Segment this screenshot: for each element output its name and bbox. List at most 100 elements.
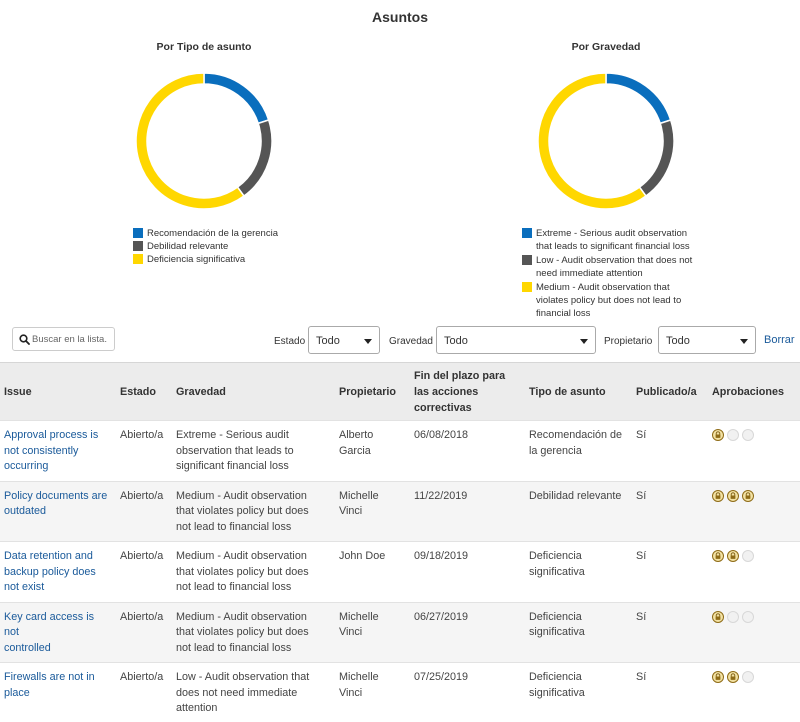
issue-link[interactable]: Firewalls are not in place	[0, 662, 116, 722]
estado-select[interactable]: Todo	[308, 326, 380, 354]
clear-filters-link[interactable]: Borrar	[764, 334, 795, 346]
propietario-cell: Alberto Garcia	[335, 420, 410, 481]
propietario-cell: Michelle Vinci	[335, 601, 410, 663]
publicado-cell: Sí	[632, 420, 708, 481]
approval-lock-icon[interactable]	[727, 671, 739, 683]
table-row[interactable]: Key card access is not controlled Abierto/…	[0, 601, 800, 663]
legend-label: Extreme - Serious audit observation that …	[536, 228, 690, 252]
gravedad-cell: Low - Audit observation that does not nee…	[172, 662, 335, 722]
chevron-down-icon	[580, 339, 588, 344]
column-header-publicado[interactable]: Publicado/a	[632, 362, 708, 421]
deadline-cell: 09/18/2019	[410, 541, 525, 602]
donut-chart-severity	[537, 72, 675, 210]
publicado-cell: Sí	[632, 541, 708, 602]
gravedad-filter-label: Gravedad	[389, 336, 433, 347]
publicado-cell: Sí	[632, 480, 708, 542]
approval-pending-icon[interactable]	[727, 610, 739, 623]
approval-lock-icon[interactable]	[742, 489, 754, 502]
estado-cell: Abierto/a	[116, 420, 172, 481]
issue-link[interactable]: Key card access is not controlled	[0, 601, 116, 663]
approval-lock-icon[interactable]	[712, 550, 724, 562]
approval-pending-icon[interactable]	[742, 429, 754, 441]
legend-label: Debilidad relevante	[147, 241, 229, 252]
legend-swatch	[522, 282, 532, 292]
legend-swatch	[133, 241, 143, 251]
deadline-cell: 07/25/2019	[410, 662, 525, 722]
publicado-cell: Sí	[632, 601, 708, 663]
chevron-down-icon	[364, 339, 372, 344]
column-header-tipo[interactable]: Tipo de asunto	[525, 362, 632, 421]
deadline-cell: 11/22/2019	[410, 480, 525, 542]
gravedad-cell: Extreme - Serious audit observation that …	[172, 420, 335, 481]
propietario-select[interactable]: Todo	[658, 326, 756, 354]
propietario-filter-label: Propietario	[604, 336, 653, 347]
column-header-propietario[interactable]: Propietario	[335, 362, 410, 421]
issue-link[interactable]: Data retention and backup policy does not …	[0, 541, 116, 602]
column-header-aprobaciones[interactable]: Aprobaciones	[708, 362, 800, 421]
approvals-cell	[708, 420, 800, 481]
legend-item[interactable]: Deficiencia significativa	[133, 253, 333, 266]
approvals-cell	[708, 662, 800, 722]
chart-legend: Recomendación de la gerencia Debilidad re…	[133, 227, 333, 266]
gravedad-cell: Medium - Audit observation that violates …	[172, 541, 335, 602]
propietario-cell: Michelle Vinci	[335, 480, 410, 542]
donut-slice[interactable]	[605, 72, 672, 125]
deadline-cell: 06/08/2018	[410, 420, 525, 481]
tipo-cell: Deficiencia significativa	[525, 541, 632, 602]
approval-pending-icon[interactable]	[727, 429, 739, 441]
gravedad-cell: Medium - Audit observation that violates …	[172, 601, 335, 663]
tipo-cell: Recomendación de la gerencia	[525, 420, 632, 481]
approval-pending-icon[interactable]	[742, 671, 754, 683]
legend-swatch	[522, 255, 532, 265]
search-box[interactable]	[12, 327, 115, 351]
approval-lock-icon[interactable]	[727, 489, 739, 502]
estado-cell: Abierto/a	[116, 601, 172, 663]
legend-label: Medium - Audit observation that violates …	[536, 282, 682, 319]
search-input[interactable]	[32, 331, 114, 347]
tipo-cell: Debilidad relevante	[525, 480, 632, 542]
approval-lock-icon[interactable]	[712, 610, 724, 623]
issue-link[interactable]: Approval process is not consistently occur…	[0, 420, 116, 481]
donut-slice[interactable]	[203, 72, 270, 125]
legend-item[interactable]: Recomendación de la gerencia	[133, 227, 333, 240]
approval-pending-icon[interactable]	[742, 610, 754, 623]
legend-item[interactable]: Extreme - Serious audit observation that …	[522, 227, 712, 253]
tipo-cell: Deficiencia significativa	[525, 662, 632, 722]
gravedad-cell: Medium - Audit observation that violates …	[172, 480, 335, 542]
chart-by-severity: Por Gravedad Extreme - Serious audit obs…	[466, 38, 746, 323]
approval-lock-icon[interactable]	[727, 550, 739, 562]
chart-legend: Extreme - Serious audit observation that …	[522, 227, 712, 321]
donut-slice[interactable]	[135, 72, 246, 210]
approval-lock-icon[interactable]	[712, 429, 724, 441]
approval-lock-icon[interactable]	[712, 671, 724, 683]
filter-toolbar: Estado Todo Gravedad Todo Propietario To…	[0, 324, 800, 356]
table-row[interactable]: Data retention and backup policy does not …	[0, 541, 800, 602]
approval-lock-icon[interactable]	[712, 489, 724, 502]
legend-item[interactable]: Low - Audit observation that does not nee…	[522, 254, 712, 280]
table-row[interactable]: Policy documents are outdated Abierto/a Med…	[0, 480, 800, 542]
issue-link[interactable]: Policy documents are outdated	[0, 480, 116, 542]
column-header-gravedad[interactable]: Gravedad	[172, 362, 335, 421]
chart-title: Por Tipo de asunto	[156, 41, 252, 53]
chart-title: Por Gravedad	[571, 41, 641, 53]
table-row[interactable]: Firewalls are not in place Abierto/a Low - …	[0, 662, 800, 722]
donut-slice[interactable]	[638, 119, 675, 198]
table-row[interactable]: Approval process is not consistently occur…	[0, 420, 800, 481]
gravedad-select[interactable]: Todo	[436, 326, 596, 354]
approval-pending-icon[interactable]	[742, 550, 754, 562]
approvals-cell	[708, 601, 800, 663]
legend-item[interactable]: Debilidad relevante	[133, 240, 333, 253]
chart-by-issue-type: Por Tipo de asunto Recomendación de la g…	[64, 38, 344, 323]
estado-select-value: Todo	[316, 335, 340, 347]
approvals-cell	[708, 480, 800, 542]
propietario-cell: Michelle Vinci	[335, 662, 410, 722]
donut-slice[interactable]	[236, 119, 273, 198]
table-header-row: Issue Estado Gravedad Propietario Fin de…	[0, 362, 800, 421]
approvals-cell	[708, 541, 800, 602]
legend-item[interactable]: Medium - Audit observation that violates …	[522, 281, 712, 320]
column-header-issue[interactable]: Issue	[0, 362, 116, 421]
column-header-deadline[interactable]: Fin del plazo para las acciones correctiva…	[410, 362, 525, 421]
donut-slice[interactable]	[537, 72, 648, 210]
column-header-estado[interactable]: Estado	[116, 362, 172, 421]
propietario-cell: John Doe	[335, 541, 410, 602]
